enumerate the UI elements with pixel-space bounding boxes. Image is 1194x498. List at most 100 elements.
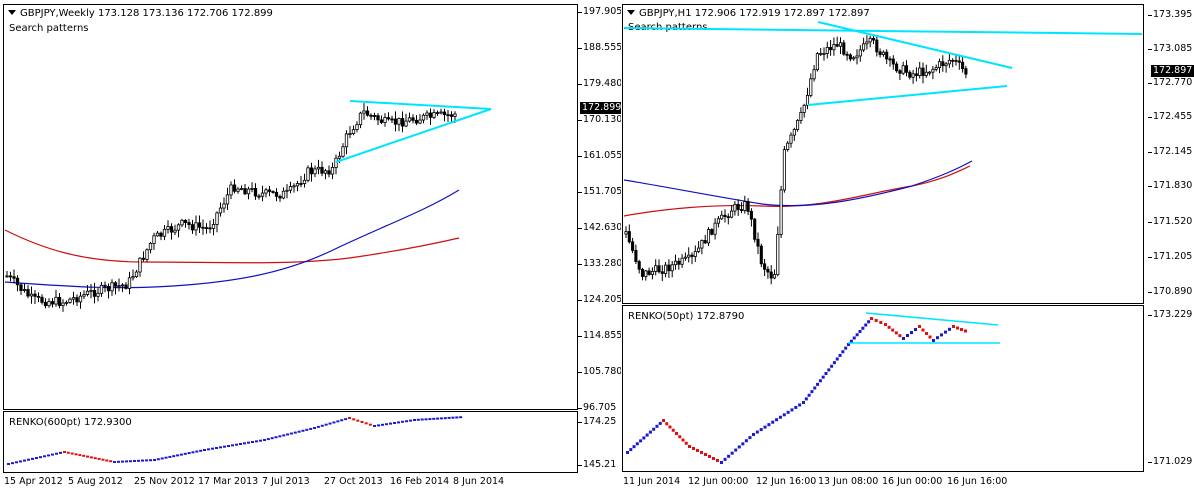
weekly-renko-brick bbox=[413, 419, 416, 421]
weekly-candle-body bbox=[131, 276, 135, 279]
weekly-renko-brick bbox=[31, 457, 34, 460]
hourly-candle-body bbox=[716, 218, 720, 224]
weekly-price-tick: 133.280 bbox=[577, 258, 623, 269]
weekly-candle-body bbox=[120, 284, 125, 287]
weekly-candle-body bbox=[222, 203, 226, 209]
hourly-candle-body bbox=[855, 55, 859, 59]
hourly-candle-body bbox=[868, 37, 872, 43]
hourly-chart-window[interactable]: GBPJPY,H1 172.906 172.919 172.897 172.89… bbox=[621, 0, 1194, 498]
hourly-renko-chart[interactable] bbox=[622, 305, 1144, 472]
weekly-price-chart[interactable] bbox=[3, 4, 578, 410]
weekly-candle-body bbox=[341, 146, 345, 157]
weekly-renko-brick bbox=[11, 462, 14, 465]
weekly-candle-body bbox=[323, 170, 328, 174]
weekly-renko-brick bbox=[352, 418, 356, 421]
weekly-candle-body bbox=[127, 277, 132, 289]
hourly-renko-brick bbox=[790, 408, 794, 412]
weekly-renko-brick bbox=[247, 441, 250, 444]
weekly-renko-brick bbox=[436, 417, 440, 420]
weekly-renko-brick bbox=[93, 457, 97, 460]
weekly-renko-brick bbox=[141, 459, 144, 462]
weekly-candle-body bbox=[421, 114, 426, 121]
weekly-renko-chart[interactable] bbox=[3, 411, 578, 473]
weekly-candle-body bbox=[99, 284, 104, 294]
weekly-date-tick: 16 Feb 2014 bbox=[390, 476, 450, 487]
hourly-price-chart[interactable] bbox=[622, 4, 1144, 304]
hourly-candle-body bbox=[766, 268, 770, 273]
weekly-candle-body bbox=[432, 112, 436, 118]
weekly-candle-body bbox=[218, 207, 223, 214]
weekly-renko-brick bbox=[55, 452, 58, 455]
weekly-candle-body bbox=[306, 167, 310, 181]
weekly-main-panel[interactable] bbox=[3, 4, 578, 410]
hourly-candle-body bbox=[937, 61, 942, 68]
weekly-title-text: GBPJPY,Weekly 173.128 173.136 172.706 17… bbox=[20, 8, 273, 19]
hourly-renko-brick bbox=[782, 413, 786, 417]
weekly-renko-brick bbox=[428, 418, 432, 421]
hourly-renko-brick bbox=[639, 439, 643, 443]
hourly-candle-body bbox=[964, 68, 968, 75]
weekly-renko-brick bbox=[270, 437, 274, 440]
weekly-candle-body bbox=[26, 289, 30, 297]
weekly-renko-brick bbox=[377, 424, 380, 427]
hourly-renko-brick bbox=[841, 350, 845, 354]
weekly-candle-body bbox=[334, 157, 338, 168]
hourly-red-ma-line bbox=[623, 165, 971, 217]
weekly-pattern-upper-line bbox=[349, 100, 492, 110]
weekly-candle-body bbox=[180, 219, 184, 226]
dropdown-triangle-icon[interactable] bbox=[627, 10, 635, 15]
weekly-candle-body bbox=[145, 249, 149, 260]
hourly-candle-body bbox=[901, 65, 905, 74]
hourly-renko-brick bbox=[849, 339, 853, 343]
weekly-blue-ma-line bbox=[4, 189, 460, 289]
hourly-candle-body bbox=[875, 39, 879, 53]
weekly-renko-brick bbox=[282, 434, 286, 437]
weekly-renko-brick bbox=[39, 456, 42, 459]
hourly-candle-body bbox=[756, 238, 760, 247]
hourly-candle-body bbox=[825, 46, 829, 54]
weekly-date-tick: 17 Mar 2013 bbox=[198, 476, 259, 487]
weekly-renko-brick bbox=[459, 416, 463, 419]
hourly-candle-body bbox=[664, 264, 668, 274]
hourly-renko-brick bbox=[824, 372, 828, 375]
hourly-candle-body bbox=[908, 71, 912, 78]
weekly-chart-window[interactable]: GBPJPY,Weekly 173.128 173.136 172.706 17… bbox=[0, 0, 624, 498]
weekly-renko-brick bbox=[113, 461, 116, 463]
hourly-renko-brick bbox=[696, 449, 699, 452]
hourly-renko-brick bbox=[928, 335, 932, 339]
weekly-renko-panel[interactable] bbox=[3, 411, 578, 473]
weekly-candle-body bbox=[15, 277, 20, 286]
hourly-renko-brick bbox=[861, 326, 865, 330]
weekly-renko-brick bbox=[105, 459, 109, 462]
hourly-renko-panel[interactable] bbox=[622, 305, 1144, 472]
hourly-renko-brick bbox=[914, 328, 917, 331]
hourly-renko-brick bbox=[810, 390, 814, 394]
weekly-candle-body bbox=[411, 117, 415, 121]
hourly-renko-brick bbox=[807, 393, 811, 397]
weekly-date-tick: 25 Nov 2012 bbox=[134, 476, 195, 487]
hourly-candle-body bbox=[822, 52, 826, 55]
hourly-candle-body bbox=[703, 240, 707, 244]
weekly-renko-brick bbox=[125, 460, 128, 463]
dropdown-triangle-icon[interactable] bbox=[8, 10, 16, 15]
weekly-candle-body bbox=[89, 289, 93, 292]
hourly-renko-brick bbox=[662, 419, 665, 422]
weekly-candle-body bbox=[197, 222, 202, 228]
hourly-price-tick: 171.830 bbox=[1147, 180, 1193, 191]
hourly-renko-brick bbox=[737, 445, 741, 449]
hourly-candle-body bbox=[931, 68, 935, 73]
weekly-candle-body bbox=[201, 226, 205, 229]
weekly-renko-brick bbox=[133, 460, 136, 462]
weekly-candle-body bbox=[271, 191, 275, 193]
weekly-candle-body bbox=[425, 112, 429, 116]
weekly-candle-body bbox=[260, 192, 265, 197]
hourly-renko-brick bbox=[902, 337, 905, 340]
weekly-renko-brick bbox=[364, 422, 368, 425]
weekly-renko-brick bbox=[215, 447, 218, 449]
hourly-candle-body bbox=[739, 209, 744, 211]
hourly-candle-body bbox=[779, 189, 783, 235]
hourly-candle-body bbox=[865, 41, 869, 45]
hourly-price-tick: 172.770 bbox=[1147, 77, 1193, 88]
weekly-candle-body bbox=[215, 212, 219, 225]
hourly-candle-body bbox=[640, 268, 645, 277]
